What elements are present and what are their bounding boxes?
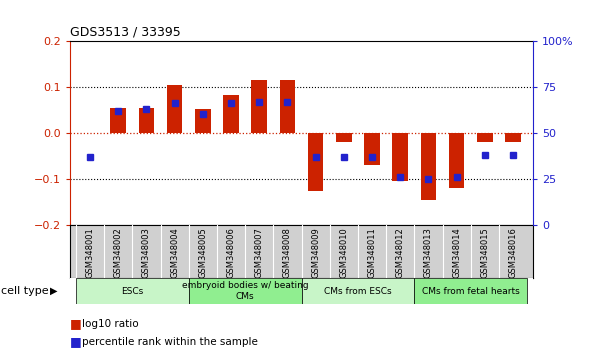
Text: percentile rank within the sample: percentile rank within the sample	[82, 337, 258, 347]
Text: GSM348006: GSM348006	[227, 227, 235, 278]
Text: ■: ■	[70, 318, 82, 330]
Text: GSM348014: GSM348014	[452, 227, 461, 278]
Text: GSM348003: GSM348003	[142, 227, 151, 278]
Text: GSM348007: GSM348007	[255, 227, 264, 278]
Bar	[280, 80, 295, 133]
Text: GSM348011: GSM348011	[368, 227, 376, 278]
Bar	[302, 278, 414, 304]
Bar	[505, 133, 521, 142]
Text: CMs from fetal hearts: CMs from fetal hearts	[422, 287, 519, 296]
Bar	[414, 278, 527, 304]
Bar	[167, 85, 182, 133]
Text: ESCs: ESCs	[121, 287, 144, 296]
Bar	[223, 95, 239, 133]
Text: GSM348015: GSM348015	[480, 227, 489, 278]
Text: GSM348016: GSM348016	[508, 227, 518, 278]
Text: ▶: ▶	[50, 286, 57, 296]
Text: GSM348008: GSM348008	[283, 227, 292, 278]
Bar	[477, 133, 492, 142]
Text: GSM348001: GSM348001	[86, 227, 95, 278]
Text: GSM348012: GSM348012	[396, 227, 404, 278]
Text: embryoid bodies w/ beating
CMs: embryoid bodies w/ beating CMs	[182, 281, 309, 301]
Text: GSM348010: GSM348010	[339, 227, 348, 278]
Text: GSM348004: GSM348004	[170, 227, 179, 278]
Bar	[336, 133, 351, 142]
Bar	[421, 133, 436, 200]
Bar	[189, 278, 302, 304]
Bar	[449, 133, 464, 188]
Text: ■: ■	[70, 335, 82, 348]
Text: GSM348005: GSM348005	[199, 227, 207, 278]
Bar	[252, 80, 267, 133]
Bar	[195, 109, 211, 133]
Bar	[76, 278, 189, 304]
Text: GSM348009: GSM348009	[311, 227, 320, 278]
Bar	[308, 133, 323, 190]
Text: log10 ratio: log10 ratio	[82, 319, 139, 329]
Bar	[392, 133, 408, 181]
Text: cell type: cell type	[1, 286, 49, 296]
Bar	[139, 108, 154, 133]
Bar	[364, 133, 380, 165]
Bar	[111, 108, 126, 133]
Text: GDS3513 / 33395: GDS3513 / 33395	[70, 25, 181, 38]
Text: GSM348002: GSM348002	[114, 227, 123, 278]
Text: GSM348013: GSM348013	[424, 227, 433, 278]
Text: CMs from ESCs: CMs from ESCs	[324, 287, 392, 296]
